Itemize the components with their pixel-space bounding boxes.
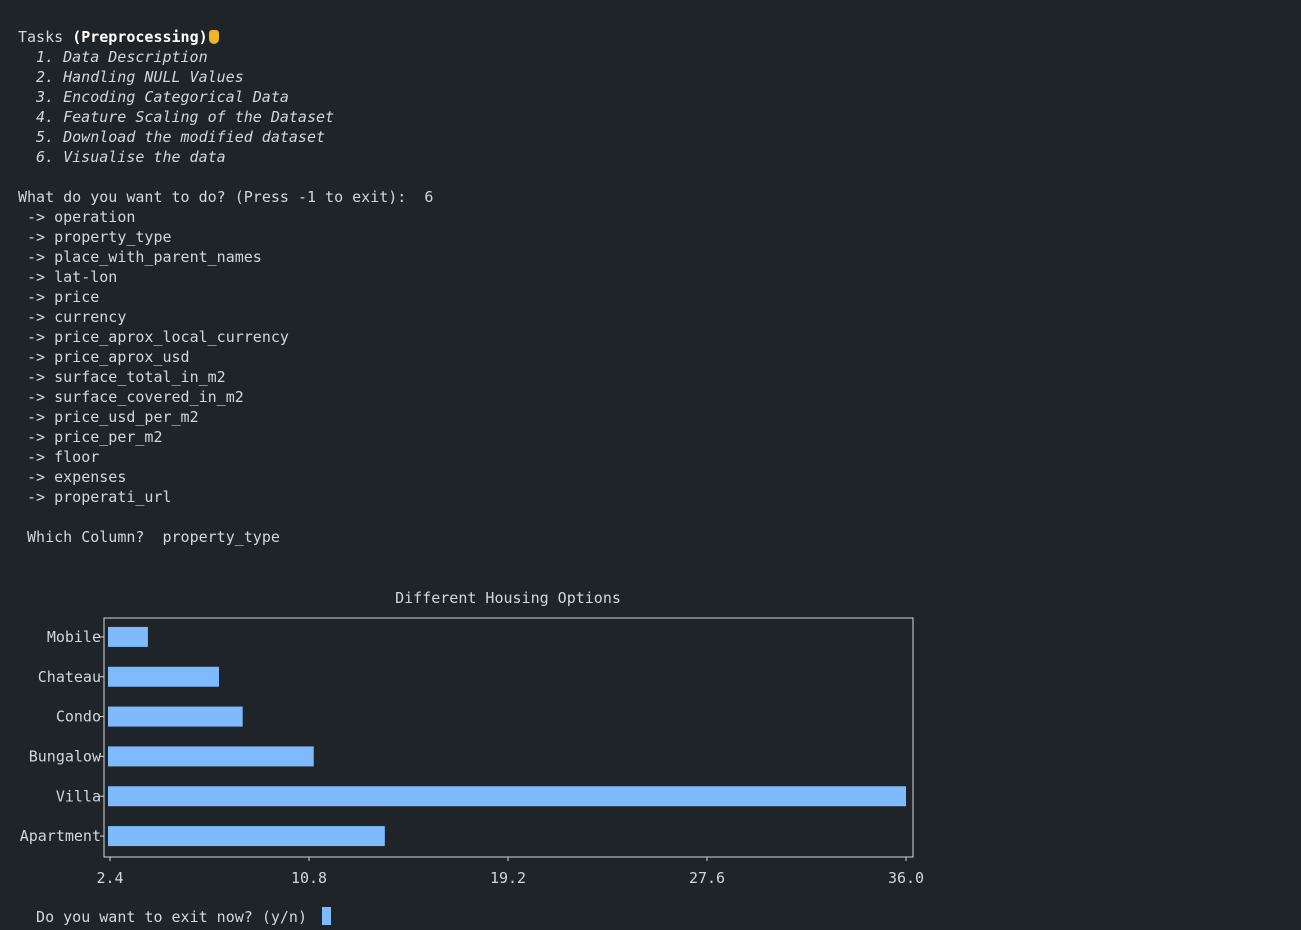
- bar-bungalow: [108, 746, 314, 767]
- column-question: Which Column?: [18, 528, 163, 546]
- task-item: 2. Handling NULL Values: [27, 68, 244, 86]
- x-tick-label: 36.0: [888, 869, 924, 887]
- pointing-hand-icon: [208, 30, 219, 44]
- action-question: What do you want to do? (Press -1 to exi…: [18, 188, 425, 206]
- task-item: 6. Visualise the data: [27, 148, 226, 166]
- column-item: -> price_aprox_usd: [18, 348, 190, 366]
- column-item: -> currency: [18, 308, 127, 326]
- task-item: 4. Feature Scaling of the Dataset: [27, 108, 335, 126]
- x-tick-label: 2.4: [96, 869, 123, 887]
- exit-prompt: Do you want to exit now? (y/n): [18, 907, 332, 927]
- column-answer[interactable]: property_type: [162, 528, 280, 546]
- bar-villa: [108, 786, 906, 807]
- column-item: -> surface_covered_in_m2: [18, 388, 244, 406]
- tasks-header: Tasks (Preprocessing): [18, 27, 219, 47]
- column-item: -> operation: [18, 208, 136, 226]
- column-prompt: Which Column? property_type: [18, 527, 280, 547]
- x-tick-label: 19.2: [490, 869, 526, 887]
- tasks-header-prefix: Tasks: [18, 28, 73, 46]
- column-item: -> expenses: [18, 468, 127, 486]
- column-item: -> price_per_m2: [18, 428, 163, 446]
- task-item: 3. Encoding Categorical Data: [27, 88, 289, 106]
- y-tick-label: Villa: [56, 787, 101, 805]
- column-item: -> price_usd_per_m2: [18, 408, 199, 426]
- column-item: -> surface_total_in_m2: [18, 368, 226, 386]
- y-tick-label: Bungalow: [29, 747, 102, 765]
- column-item: -> properati_url: [18, 488, 172, 506]
- y-tick-label: Chateau: [38, 668, 101, 686]
- terminal-cursor[interactable]: [322, 907, 332, 925]
- task-item: 5. Download the modified dataset: [27, 128, 326, 146]
- column-item: -> floor: [18, 448, 100, 466]
- y-tick-label: Condo: [56, 708, 101, 726]
- bar-condo: [108, 706, 243, 727]
- x-tick-label: 27.6: [689, 869, 725, 887]
- action-prompt: What do you want to do? (Press -1 to exi…: [18, 187, 433, 207]
- y-tick-label: Mobile: [47, 628, 101, 646]
- y-tick-label: Apartment: [20, 827, 101, 845]
- column-item: -> price: [18, 288, 100, 306]
- exit-question: Do you want to exit now? (y/n): [18, 908, 317, 926]
- column-item: -> lat-lon: [18, 268, 118, 286]
- column-item: -> price_aprox_local_currency: [18, 328, 289, 346]
- plot-frame: [103, 617, 914, 858]
- x-tick-label: 10.8: [291, 869, 327, 887]
- chart-title: Different Housing Options: [395, 589, 621, 607]
- task-item: 1. Data Description: [27, 48, 208, 66]
- column-item: -> property_type: [18, 228, 172, 246]
- tasks-header-bold: (Preprocessing): [72, 28, 208, 46]
- bar-chateau: [108, 666, 219, 687]
- bar-mobile: [108, 626, 148, 647]
- bar-apartment: [108, 826, 385, 847]
- column-item: -> place_with_parent_names: [18, 248, 262, 266]
- housing-bar-chart: Different Housing Options Mobile Chateau C…: [20, 589, 924, 887]
- action-answer[interactable]: 6: [424, 188, 434, 206]
